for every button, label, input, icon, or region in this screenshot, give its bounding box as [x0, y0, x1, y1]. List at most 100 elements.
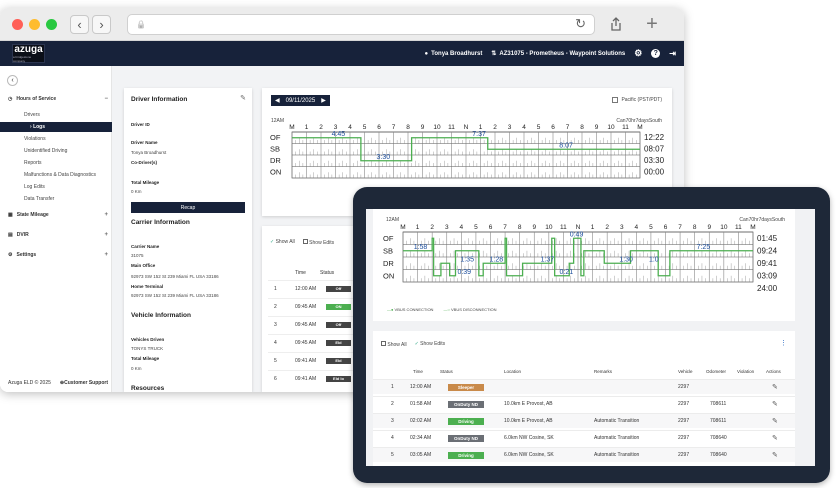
col-odometer: Odometer: [706, 369, 727, 374]
vehicle-mileage-label: Total Mileage: [131, 356, 160, 361]
hour-label: 3: [334, 124, 338, 131]
close-window-button[interactable]: [12, 18, 23, 30]
status-badge: Eld lo: [326, 375, 351, 382]
edit-row-icon[interactable]: ✎: [772, 452, 778, 459]
edit-row-icon[interactable]: ✎: [772, 435, 778, 442]
maximize-window-button[interactable]: [46, 18, 57, 30]
status-badge: Driving: [448, 451, 484, 459]
show-all-label: Show All: [275, 239, 295, 245]
tablet-show-edits-toggle[interactable]: ✓ Show Edits: [415, 341, 446, 348]
hour-label: 7: [678, 224, 682, 231]
previous-day-button[interactable]: ◀: [275, 98, 280, 104]
account-menu[interactable]: ⇅ AZ31075 - Prometheus - Waypoint Solutio…: [491, 50, 625, 58]
sidebar-section-state-mileage[interactable]: ▦ State Mileage +: [8, 212, 108, 218]
timezone-toggle[interactable]: Pacific (PST/PDT): [612, 97, 662, 103]
address-bar[interactable]: 🔒 ↻: [127, 13, 595, 35]
show-all-toggle[interactable]: ✓ Show All: [270, 239, 295, 246]
legend-label: VBUS DISCONNECTION: [451, 307, 497, 312]
hour-label: 8: [580, 124, 584, 131]
legend-vbus-connection: —● VBUS CONNECTION: [387, 307, 433, 312]
row-index: 4: [274, 339, 277, 346]
vehicles-driven-label: Vehicles Driven: [131, 337, 165, 342]
collapse-sidebar-button[interactable]: ‹: [7, 75, 18, 86]
sidebar-item-violations[interactable]: Violations: [24, 136, 46, 142]
row-remarks: Automatic Transition: [594, 418, 640, 424]
status-badge: Eld: [326, 357, 351, 364]
user-menu[interactable]: ● Tonya Broadhurst: [425, 51, 483, 57]
more-options-icon[interactable]: ⋮: [780, 340, 787, 347]
sidebar-section-hos[interactable]: ◷ Hours of Service −: [8, 96, 108, 102]
table-row[interactable]: 1 12:00 AM Sleeper 2297 ✎: [373, 379, 795, 394]
app-header: azuga a bridgestone company ● Tonya Broad…: [0, 41, 684, 66]
date-picker[interactable]: ◀ 09/11/2025 ▶: [271, 95, 330, 106]
sidebar-item-drivers[interactable]: Drivers: [24, 112, 40, 118]
row-vehicle: 2297: [678, 384, 690, 390]
share-icon[interactable]: [605, 13, 627, 35]
table-row[interactable]: 2 09:45 AM ON: [268, 298, 408, 314]
sidebar-item-logs[interactable]: › Logs: [0, 122, 112, 132]
table-row[interactable]: 1 12:00 AM Off: [268, 280, 408, 296]
logout-icon[interactable]: ⇥: [669, 49, 676, 58]
home-terminal-value: 92973 SW 152 St 239 Miami FL USA 33186: [131, 293, 219, 298]
row-index: 4: [391, 435, 394, 441]
row-remarks: Automatic Transition: [594, 452, 640, 458]
table-row[interactable]: 3 02:02 AM Driving 10.0km E Provost, AB Auto…: [373, 413, 795, 428]
event-filters: ✓ Show All Show Edits: [270, 239, 334, 246]
edit-row-icon[interactable]: ✎: [772, 418, 778, 425]
user-name: Tonya Broadhurst: [431, 50, 483, 57]
edit-row-icon[interactable]: ✎: [772, 384, 778, 391]
table-row[interactable]: 4 09:45 AM Eld: [268, 334, 408, 350]
table-row[interactable]: 6 09:41 AM Eld lo: [268, 370, 408, 386]
sidebar-section-dvir[interactable]: ▤ DVIR +: [8, 232, 108, 238]
table-row[interactable]: 2 01:58 AM OnDuty ND 10.0km E Provost, AB 22…: [373, 396, 795, 411]
back-button[interactable]: ‹: [70, 14, 89, 34]
sidebar-item-reports[interactable]: Reports: [24, 160, 42, 166]
edit-icon[interactable]: ✎: [240, 95, 246, 102]
next-day-button[interactable]: ▶: [321, 98, 326, 104]
midnight-label: 12AM: [271, 118, 285, 124]
col-status: Status: [440, 369, 453, 374]
hour-label: 10: [720, 224, 728, 231]
table-row[interactable]: 4 02:34 AM OnDuty ND 6.0km NW Cosine, SK Aut…: [373, 430, 795, 445]
status-row-label: DR: [383, 259, 394, 268]
vehicles-driven-value: TONYS TRUCK: [131, 346, 164, 351]
customer-support-link[interactable]: ⊕Customer Support: [60, 380, 108, 386]
edit-row-icon[interactable]: ✎: [772, 401, 778, 408]
new-tab-icon[interactable]: +: [646, 12, 658, 35]
timezone-checkbox[interactable]: [612, 97, 619, 103]
recap-button[interactable]: Recap: [131, 202, 245, 213]
row-remarks: Automatic Transition: [594, 435, 640, 441]
cycle-rule: Can70hr7daysSouth: [616, 118, 662, 124]
sidebar-item-data-transfer[interactable]: Data Transfer: [24, 196, 55, 202]
sidebar-item-malfunctions[interactable]: Malfunctions & Data Diagnostics: [24, 172, 96, 178]
show-edits-label: Show Edits: [420, 341, 446, 347]
hour-label: 6: [377, 124, 381, 131]
duration-callout: 1:28: [490, 256, 504, 263]
help-icon[interactable]: ?: [651, 49, 661, 58]
row-odometer: 708611: [710, 418, 727, 424]
show-edits-toggle[interactable]: Show Edits: [302, 239, 334, 246]
sidebar-item-unidentified[interactable]: Unidentified Driving: [24, 148, 68, 154]
row-time: 09:45 AM: [295, 303, 317, 310]
sidebar-section-settings[interactable]: ⚙ Settings +: [8, 252, 108, 258]
table-row[interactable]: 5 03:05 AM Driving 6.0km NW Cosine, SK Autom…: [373, 447, 795, 462]
plus-icon: +: [104, 252, 108, 258]
forward-button[interactable]: ›: [92, 14, 111, 34]
minimize-window-button[interactable]: [29, 18, 40, 30]
show-all-label: Show All: [387, 342, 407, 348]
sidebar-item-label: Logs: [33, 124, 46, 130]
hour-label: 11: [560, 224, 567, 231]
reload-icon[interactable]: ↻: [575, 16, 586, 31]
hour-label: 11: [735, 224, 742, 231]
table-row[interactable]: 5 09:41 AM Eld: [268, 352, 408, 368]
tablet-show-all-toggle[interactable]: Show All: [381, 341, 407, 348]
sidebar-item-log-edits[interactable]: Log Edits: [24, 184, 45, 190]
settings-icon[interactable]: ⚙: [634, 48, 643, 58]
status-row-label: ON: [270, 168, 281, 177]
sidebar-section-label: DVIR: [16, 232, 29, 238]
table-row[interactable]: 3 09:45 AM Off: [268, 316, 408, 332]
window-controls: [12, 18, 70, 30]
hour-label: 4: [635, 224, 639, 231]
row-total: 09:24: [757, 246, 778, 255]
hour-label: 10: [607, 124, 615, 131]
